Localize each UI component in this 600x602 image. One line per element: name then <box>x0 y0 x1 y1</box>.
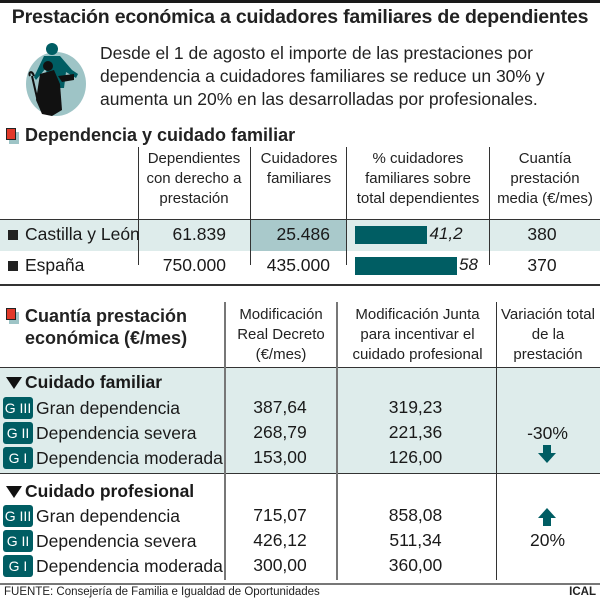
column-divider <box>346 147 347 265</box>
group-heading-familiar: Cuidado familiar <box>6 372 162 393</box>
section-marker-icon <box>6 128 19 144</box>
dependientes-value: 61.839 <box>172 224 226 244</box>
table-row: España 750.000 435.000 58 370 <box>0 251 600 281</box>
arrow-up-icon <box>538 508 556 526</box>
cuidadores-value: 435.000 <box>266 255 330 275</box>
list-item: G II Dependencia severa <box>3 422 197 444</box>
junta-value: 858,08 <box>388 505 443 525</box>
bar-castilla-y-leon <box>355 226 428 244</box>
junta-value: 360,00 <box>388 555 443 575</box>
bar-label: 41,2 <box>429 224 463 243</box>
real-decreto-value: 153,00 <box>253 447 307 467</box>
column-header-junta: Modificación Junta para incentivar el cu… <box>352 306 483 363</box>
cuantia-table: Cuantía prestación económica (€/mes) Modi… <box>0 300 600 585</box>
item-label: Dependencia moderada <box>36 447 223 468</box>
column-header-dependientes: Dependientes con derecho a prestación <box>146 150 242 207</box>
grade-badge: G III <box>3 505 33 527</box>
real-decreto-value: 387,64 <box>253 397 307 417</box>
real-decreto-value: 300,00 <box>253 555 307 575</box>
familiar-band <box>0 367 600 474</box>
credit: ICAL <box>569 586 596 598</box>
list-item: G I Dependencia moderada <box>3 447 223 469</box>
row-label: Castilla y León <box>25 224 140 244</box>
section-title: Dependencia y cuidado familiar <box>25 125 296 145</box>
column-header-cuidadores: Cuidadores familiares <box>260 150 338 187</box>
variation-profesional: 20% <box>529 530 566 550</box>
item-label: Dependencia severa <box>36 530 197 551</box>
arrow-down-icon <box>538 445 556 463</box>
item-label: Gran dependencia <box>36 505 180 526</box>
footer-rule <box>0 583 600 585</box>
column-divider <box>250 147 251 265</box>
cuantia-value: 380 <box>527 224 557 244</box>
junta-value: 221,36 <box>388 422 443 442</box>
caregiver-wheelchair-icon <box>26 43 86 116</box>
section-heading-cuantia: Cuantía prestación económica (€/mes) <box>6 305 187 349</box>
row-name: España <box>8 255 84 276</box>
column-divider <box>224 302 226 580</box>
source-footer: FUENTE: Consejería de Familia e Igualdad… <box>4 586 320 598</box>
real-decreto-value: 268,79 <box>253 422 307 442</box>
list-item: G III Gran dependencia <box>3 505 180 527</box>
cuidadores-value: 25.486 <box>276 224 330 244</box>
page-title: Prestación económica a cuidadores famili… <box>11 6 589 28</box>
column-divider <box>138 147 139 265</box>
column-header-cuantia: Cuantía prestación media (€/mes) <box>497 150 593 207</box>
item-label: Dependencia moderada <box>36 555 223 576</box>
grade-badge: G I <box>3 555 33 577</box>
triangle-down-icon <box>6 485 22 498</box>
grade-badge: G II <box>3 422 33 444</box>
grade-badge: G I <box>3 447 33 469</box>
real-decreto-value: 426,12 <box>253 530 307 550</box>
junta-value: 126,00 <box>388 447 443 467</box>
column-header-porcentaje: % cuidadores familiares sobre total depe… <box>356 150 480 207</box>
column-header-real-decreto: Modificación Real Decreto (€/mes) <box>237 306 325 363</box>
list-item: G I Dependencia moderada <box>3 555 223 577</box>
column-divider <box>336 302 338 580</box>
bullet-square-icon <box>8 260 18 271</box>
real-decreto-value: 715,07 <box>253 505 307 525</box>
variation-familiar: -30% <box>527 423 568 443</box>
junta-value: 319,23 <box>388 397 443 417</box>
table-row: Castilla y León 61.839 25.486 41,2 380 <box>0 220 600 250</box>
row-label: España <box>25 255 85 275</box>
bullet-square-icon <box>8 229 18 240</box>
junta-value: 511,34 <box>389 530 442 550</box>
column-header-variacion: Variación total de la prestación <box>501 306 595 363</box>
list-item: G II Dependencia severa <box>3 530 197 552</box>
group-heading-profesional: Cuidado profesional <box>6 481 194 502</box>
section-title: Cuantía prestación económica (€/mes) <box>25 306 188 348</box>
list-item: G III Gran dependencia <box>3 397 180 419</box>
dependientes-value: 750.000 <box>162 255 226 275</box>
cuantia-value: 370 <box>527 255 557 275</box>
bar-label: 58 <box>459 255 478 274</box>
bar-espana <box>355 257 457 275</box>
section-marker-icon <box>6 308 19 324</box>
highlight-cell <box>251 220 347 251</box>
intro-text: Desde el 1 de agosto el importe de las p… <box>100 43 545 109</box>
item-label: Dependencia severa <box>36 422 197 443</box>
dependencia-table: Dependientes con derecho a prestación Cu… <box>0 145 600 286</box>
section-heading-dependencia: Dependencia y cuidado familiar <box>6 125 295 146</box>
table-bottom-rule <box>0 284 600 286</box>
grade-badge: G III <box>3 397 33 419</box>
row-name: Castilla y León <box>8 224 140 245</box>
top-rule <box>0 0 600 3</box>
column-divider <box>489 147 490 265</box>
column-divider <box>496 302 497 580</box>
item-label: Gran dependencia <box>36 397 180 418</box>
triangle-down-icon <box>6 376 22 389</box>
grade-badge: G II <box>3 530 33 552</box>
